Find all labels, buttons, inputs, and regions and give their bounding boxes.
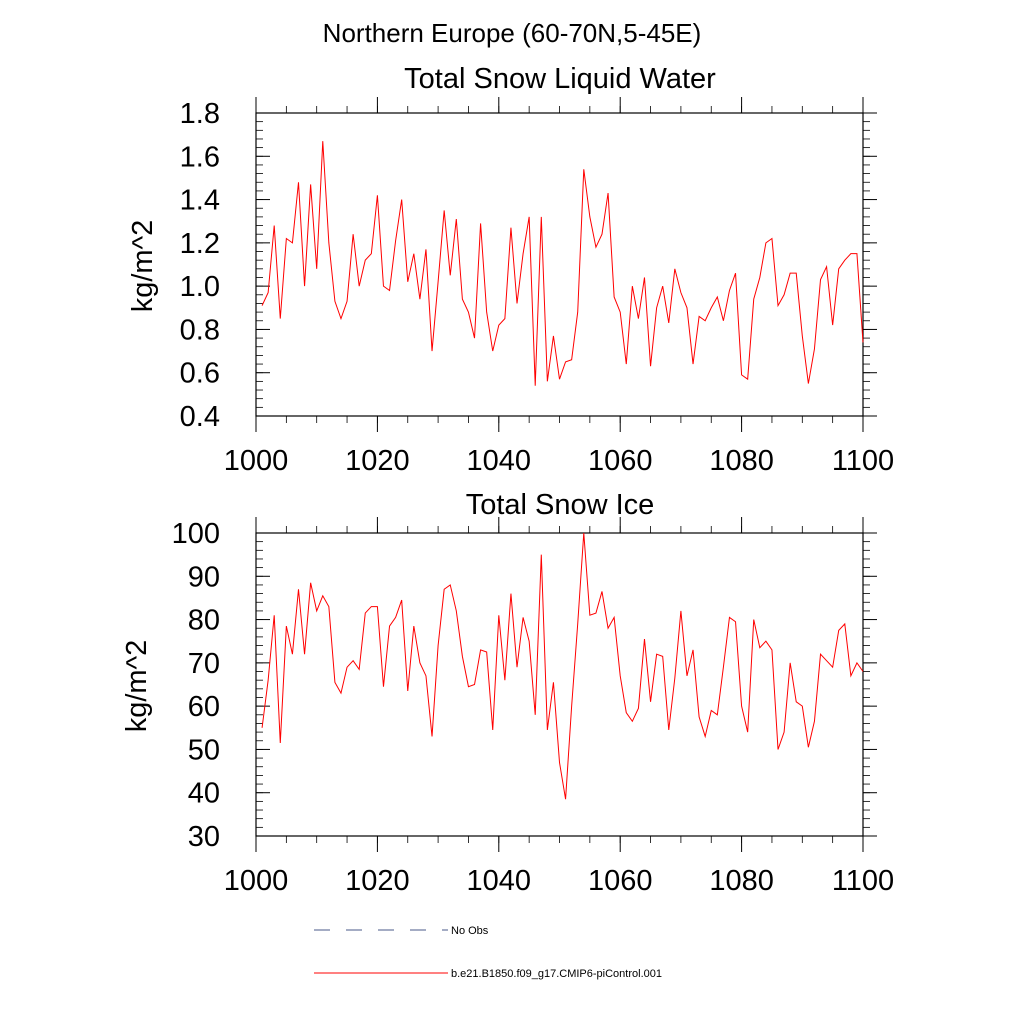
y-axis-label: kg/m^2 [127, 220, 159, 313]
y-tick-label: 30 [188, 821, 220, 853]
y-tick-label: 1.0 [180, 271, 220, 303]
x-tick-label: 1080 [709, 445, 774, 477]
legend-label-no-obs: No Obs [451, 925, 489, 937]
plot-frame [255, 532, 864, 837]
tick-group [255, 517, 877, 852]
y-tick-label: 70 [188, 648, 220, 680]
x-tick-label: 1000 [224, 865, 289, 897]
y-tick-label: 80 [188, 605, 220, 637]
x-tick-label: 1020 [345, 445, 410, 477]
panel-title: Total Snow Liquid Water [404, 63, 716, 95]
panel-snow-liquid-water: Total Snow Liquid Water kg/m^2 1000 1020 1… [127, 63, 894, 477]
legend-label-model: b.e21.B1850.f09_g17.CMIP6-piControl.001 [451, 968, 662, 980]
panel-title: Total Snow Ice [466, 489, 655, 521]
x-tick-label: 1020 [345, 865, 410, 897]
y-tick-label: 90 [188, 561, 220, 593]
y-tick-label: 1.6 [180, 141, 220, 173]
y-tick-label: 50 [188, 734, 220, 766]
plot-frame [255, 112, 864, 417]
y-tick-label: 60 [188, 691, 220, 723]
x-tick-label: 1100 [832, 865, 894, 897]
x-tick-label: 1040 [467, 865, 532, 897]
y-tick-label: 1.8 [180, 98, 220, 130]
y-tick-label: 1.2 [180, 228, 220, 260]
x-tick-label: 1060 [588, 865, 653, 897]
y-tick-label: 0.8 [180, 314, 220, 346]
y-tick-label: 0.6 [180, 358, 220, 390]
x-tick-label: 1060 [588, 445, 653, 477]
y-tick-labels: 30 40 50 60 70 80 90 100 [172, 518, 220, 853]
x-tick-label: 1040 [467, 445, 532, 477]
series-line [261, 532, 864, 800]
y-tick-label: 1.4 [180, 185, 220, 217]
tick-group [255, 97, 877, 432]
x-tick-label: 1100 [832, 445, 894, 477]
y-tick-label: 40 [188, 778, 220, 810]
y-tick-label: 0.4 [180, 401, 220, 433]
x-tick-label: 1000 [224, 445, 289, 477]
figure-suptitle: Northern Europe (60-70N,5-45E) [323, 18, 702, 48]
y-tick-label: 100 [172, 518, 220, 550]
legend: No Obs b.e21.B1850.f09_g17.CMIP6-piContr… [314, 925, 662, 980]
y-tick-labels: 0.4 0.6 0.8 1.0 1.2 1.4 1.6 1.8 [180, 98, 220, 433]
x-tick-labels: 1000 1020 1040 1060 1080 1100 [224, 445, 894, 477]
x-tick-label: 1080 [709, 865, 774, 897]
y-axis-label: kg/m^2 [121, 640, 153, 733]
panel-snow-ice: Total Snow Ice kg/m^2 1000 1020 1040 1060 10… [121, 489, 894, 897]
series-line [261, 141, 864, 386]
x-tick-labels: 1000 1020 1040 1060 1080 1100 [224, 865, 894, 897]
